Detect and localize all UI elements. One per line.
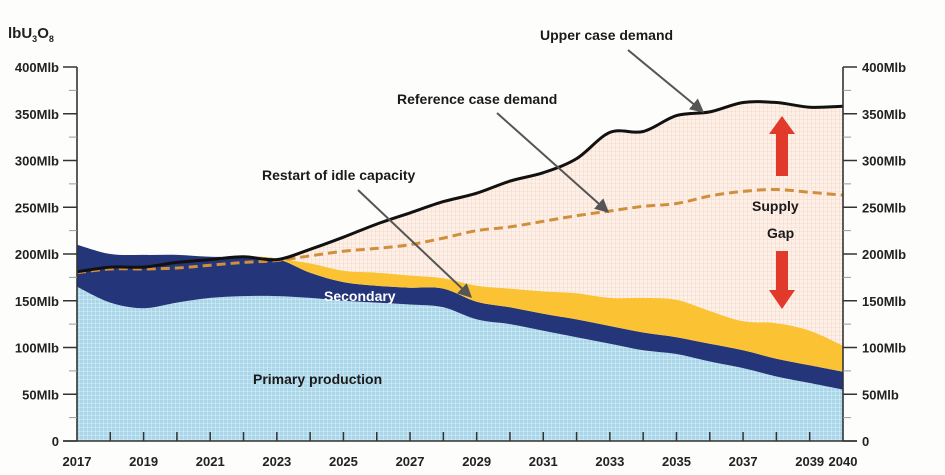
supply-gap-label-line1: Supply bbox=[752, 198, 799, 214]
arrow-up-icon bbox=[769, 116, 795, 176]
x-tick-label: 2031 bbox=[529, 454, 558, 469]
x-tick-label: 2023 bbox=[262, 454, 291, 469]
pointer-upper-case-demand bbox=[627, 49, 705, 113]
annotation-upper-case-demand: Upper case demand bbox=[540, 27, 673, 43]
x-tick-label: 2019 bbox=[129, 454, 158, 469]
supply-gap-indicator: Supply Gap bbox=[752, 116, 799, 309]
supply-gap-area bbox=[77, 101, 843, 346]
x-tick-label: 2037 bbox=[729, 454, 758, 469]
arrow-down-icon bbox=[769, 251, 795, 309]
x-tick-label: 2021 bbox=[196, 454, 225, 469]
y-tick-label-right: 250Mlb bbox=[862, 200, 906, 215]
y-tick-label-left: 150Mlb bbox=[15, 294, 59, 309]
label-secondary: Secondary bbox=[324, 288, 396, 304]
pointer-reference-case-demand bbox=[496, 112, 610, 213]
y-tick-label-left: 350Mlb bbox=[15, 107, 59, 122]
y-tick-label-left: 300Mlb bbox=[15, 154, 59, 169]
y-tick-label-left: 0 bbox=[52, 434, 59, 449]
supply-gap-label-line2: Gap bbox=[767, 225, 794, 241]
reference-case-demand-line bbox=[76, 187, 844, 275]
y-tick-label-left: 200Mlb bbox=[15, 247, 59, 262]
y-tick-label-right: 350Mlb bbox=[862, 107, 906, 122]
y-tick-label-right: 100Mlb bbox=[862, 341, 906, 356]
y-tick-label-right: 50Mlb bbox=[862, 387, 899, 402]
y-tick-label-right: 0 bbox=[862, 434, 869, 449]
y-tick-label-right: 300Mlb bbox=[862, 154, 906, 169]
x-tick-label: 2035 bbox=[662, 454, 691, 469]
annotation-restart-idle-capacity: Restart of idle capacity bbox=[262, 167, 415, 183]
y-tick-label-left: 50Mlb bbox=[22, 387, 59, 402]
y-axis-unit-label: lbU3O8 bbox=[8, 25, 54, 44]
secondary-area bbox=[77, 244, 843, 390]
y-tick-label-right: 200Mlb bbox=[862, 247, 906, 262]
label-primary-production: Primary production bbox=[253, 371, 382, 387]
y-tick-label-left: 100Mlb bbox=[15, 341, 59, 356]
y-tick-label-right: 150Mlb bbox=[862, 294, 906, 309]
primary-production-area bbox=[77, 286, 843, 441]
x-tick-label: 2040 bbox=[829, 454, 858, 469]
pointer-restart-idle-capacity bbox=[357, 189, 473, 298]
x-tick-label: 2039 bbox=[795, 454, 824, 469]
left-y-ticks: 0 50Mlb 100Mlb 150Mlb 200Mlb 250Mlb 300Mlb 350M… bbox=[15, 60, 77, 449]
right-y-ticks: 0 50Mlb 100Mlb 150Mlb 200Mlb 250Mlb 300Mlb 350M… bbox=[843, 60, 906, 449]
x-tick-label: 2017 bbox=[63, 454, 92, 469]
upper-case-demand-line bbox=[76, 100, 844, 274]
x-ticks: 2017 2019 2021 2023 2025 2027 2029 2031 2033 2035… bbox=[63, 432, 858, 469]
x-tick-label: 2029 bbox=[462, 454, 491, 469]
y-tick-label-right: 400Mlb bbox=[862, 60, 906, 75]
restart-idle-capacity-area bbox=[77, 244, 843, 372]
x-tick-label: 2025 bbox=[329, 454, 358, 469]
x-tick-label: 2033 bbox=[595, 454, 624, 469]
x-tick-label: 2027 bbox=[396, 454, 425, 469]
y-tick-label-left: 400Mlb bbox=[15, 60, 59, 75]
y-tick-label-left: 250Mlb bbox=[15, 200, 59, 215]
annotation-reference-case-demand: Reference case demand bbox=[397, 91, 557, 107]
